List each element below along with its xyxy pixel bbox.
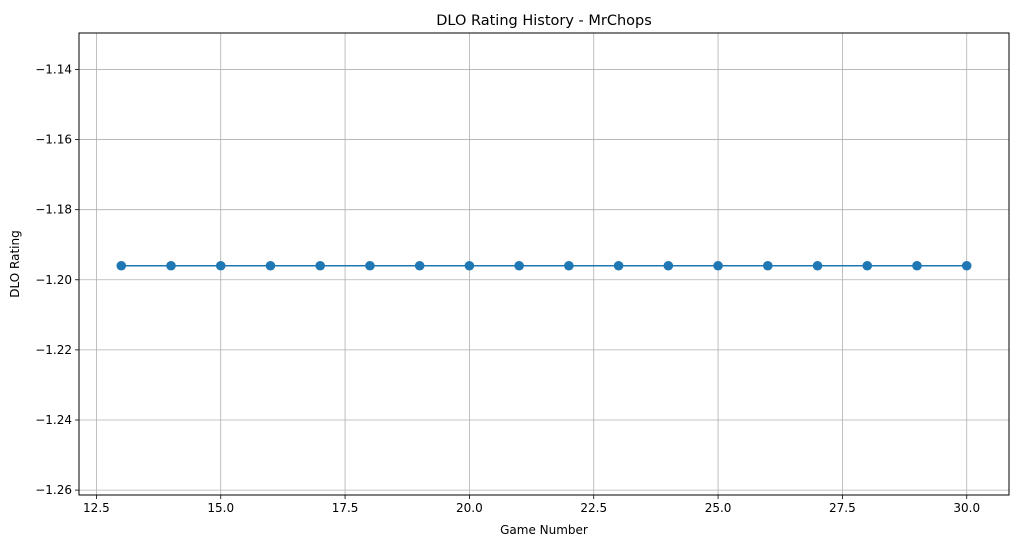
data-point xyxy=(514,260,524,271)
y-tick-label: −1.26 xyxy=(35,483,72,497)
data-point xyxy=(613,260,624,271)
y-axis-label: DLO Rating xyxy=(8,230,22,297)
y-tick-label: −1.24 xyxy=(35,413,72,427)
x-tick-label: 17.5 xyxy=(332,501,359,515)
chart-title: DLO Rating History - MrChops xyxy=(436,13,652,29)
x-tick-label: 25.0 xyxy=(705,501,732,515)
data-point xyxy=(414,260,425,271)
data-point xyxy=(862,260,873,271)
series-layer xyxy=(116,260,972,271)
data-point xyxy=(166,260,176,271)
data-point xyxy=(315,260,326,271)
data-point xyxy=(365,260,375,271)
data-point xyxy=(912,260,922,271)
data-point xyxy=(464,260,475,271)
x-tick-label: 27.5 xyxy=(829,501,856,515)
data-point xyxy=(564,260,574,271)
x-tick-label: 20.0 xyxy=(456,501,483,515)
y-tick-label: −1.18 xyxy=(35,203,72,217)
y-tick-label: −1.14 xyxy=(35,62,72,76)
y-tick-label: −1.16 xyxy=(35,133,72,147)
x-axis: 12.5 15.0 17.5 20.0 22.5 25.0 27.5 30.0 xyxy=(83,495,980,515)
x-tick-label: 15.0 xyxy=(207,501,234,515)
data-point xyxy=(215,260,226,271)
x-tick-label: 30.0 xyxy=(953,501,980,515)
data-point xyxy=(812,260,823,271)
data-point xyxy=(663,260,674,271)
data-point xyxy=(713,260,723,271)
data-point xyxy=(961,260,972,271)
data-point xyxy=(265,260,276,271)
data-point xyxy=(116,260,127,271)
x-tick-label: 22.5 xyxy=(580,501,607,515)
y-axis: −1.14 −1.16 −1.18 −1.20 −1.22 −1.24 −1.26 xyxy=(35,62,79,497)
data-point xyxy=(762,260,773,271)
y-tick-label: −1.22 xyxy=(35,343,72,357)
plot-frame xyxy=(78,32,1010,496)
x-tick-label: 12.5 xyxy=(83,501,110,515)
x-axis-label: Game Number xyxy=(500,523,588,537)
y-tick-label: −1.20 xyxy=(35,273,72,287)
